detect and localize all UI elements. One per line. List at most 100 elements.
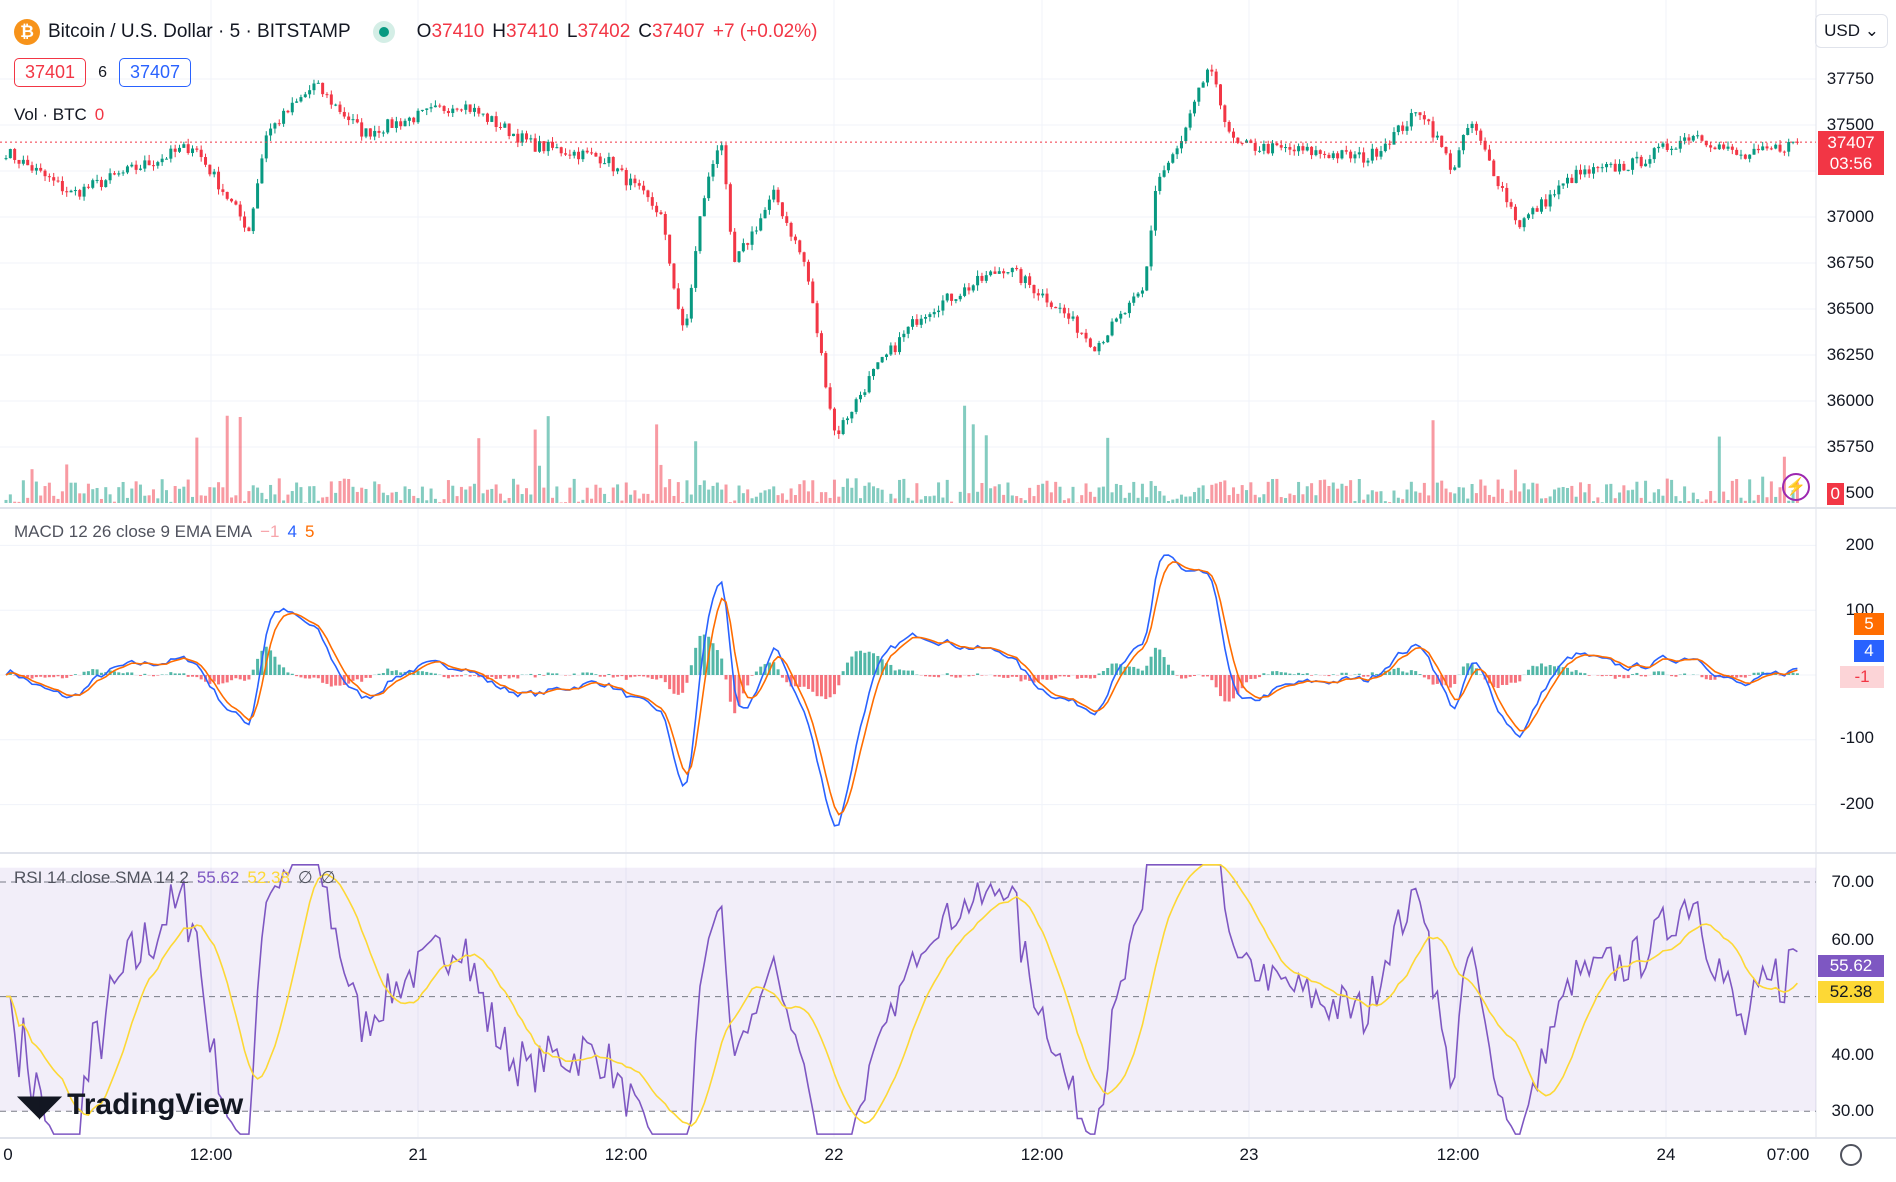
volume-bar [737, 485, 741, 503]
buy-button[interactable]: 37407 [118, 58, 192, 87]
candle [746, 243, 750, 245]
candle [1587, 169, 1591, 174]
volume-bar [134, 481, 138, 503]
macd-histogram-bar [321, 675, 325, 683]
sell-button[interactable]: 37401 [14, 58, 87, 87]
candle [585, 150, 589, 153]
macd-histogram-bar [898, 669, 902, 675]
volume-bar [1466, 498, 1470, 503]
candle [360, 122, 364, 137]
volume-bar [225, 415, 229, 503]
macd-histogram-bar [516, 675, 520, 679]
volume-bar [607, 502, 611, 503]
macd-histogram-bar [1331, 674, 1335, 675]
candle [1075, 316, 1079, 333]
candle [511, 133, 515, 137]
rsi-value-4: ∅ [320, 868, 336, 887]
candle [837, 430, 841, 435]
candle [1418, 112, 1422, 116]
volume-bar [889, 493, 893, 503]
candle [629, 178, 633, 186]
macd-histogram-bar [1539, 663, 1543, 675]
volume-bar [997, 484, 1001, 503]
time-tick: 12:00 [1436, 1145, 1480, 1164]
candle [303, 94, 307, 98]
candle [845, 418, 849, 421]
macd-histogram-bar [1700, 675, 1704, 678]
macd-histogram-bar [1500, 675, 1504, 685]
lightning-icon[interactable]: ⚡ [1782, 473, 1810, 501]
volume-bar [1622, 485, 1626, 503]
volume-bar [30, 469, 34, 503]
candle [798, 240, 802, 253]
volume-legend[interactable]: Vol · BTC [14, 105, 87, 124]
candle [377, 130, 381, 133]
high-label: H [492, 21, 507, 42]
volume-bar [39, 495, 43, 503]
macd-histogram-bar [364, 675, 368, 678]
chevron-down-icon: ⌄ [1864, 21, 1879, 40]
macd-histogram-bar [1683, 673, 1687, 675]
macd-histogram-bar [789, 675, 793, 687]
candle [60, 181, 64, 192]
volume-bar [260, 492, 264, 503]
macd-histogram-bar [659, 675, 663, 679]
candle [1509, 202, 1513, 207]
volume-bar [702, 480, 706, 503]
candle [477, 107, 481, 114]
macd-histogram-bar [355, 675, 359, 680]
macd-histogram-bar [1305, 673, 1309, 675]
volume-bar [1570, 485, 1574, 503]
volume-bar [91, 489, 95, 503]
candle [1696, 135, 1700, 137]
candle [208, 164, 212, 175]
candle [299, 97, 303, 102]
candle [1080, 332, 1084, 334]
candle [902, 333, 906, 338]
rsi-legend[interactable]: RSI 14 close SMA 14 2 [14, 868, 189, 887]
candle [1219, 84, 1222, 106]
macd-histogram-bar [1635, 672, 1639, 675]
candle [1622, 163, 1626, 171]
macd-legend[interactable]: MACD 12 26 close 9 EMA EMA [14, 522, 253, 541]
macd-histogram-bar [1192, 675, 1196, 677]
candle [1522, 218, 1526, 228]
candle [225, 191, 229, 199]
settings-gear-icon[interactable] [1840, 1144, 1862, 1166]
rsi-tick: 70.00 [1831, 872, 1874, 891]
volume-bar [1106, 437, 1110, 503]
macd-histogram-bar [217, 675, 221, 685]
symbol-title[interactable]: Bitcoin / U.S. Dollar · 5 · BITSTAMP [48, 21, 351, 42]
volume-bar [1561, 486, 1565, 503]
candle [1292, 149, 1296, 152]
macd-histogram-bar [1110, 663, 1114, 675]
currency-select[interactable]: USD ⌄ [1815, 14, 1888, 48]
macd-histogram-bar [924, 675, 928, 677]
macd-histogram-bar [1787, 673, 1791, 675]
macd-histogram-bar [1301, 673, 1305, 675]
candle [793, 236, 797, 241]
volume-bar [754, 496, 758, 503]
macd-histogram-bar [533, 675, 537, 678]
volume-bar [533, 429, 537, 503]
candle [889, 345, 893, 355]
candle [1605, 164, 1609, 168]
volume-bar [715, 482, 719, 503]
volume-bar [1396, 497, 1400, 503]
volume-bar [1769, 481, 1773, 503]
candle [130, 164, 134, 167]
candle [1492, 160, 1496, 177]
price-tick: 36500 [1826, 299, 1874, 318]
candle [1761, 146, 1765, 151]
candle [993, 271, 997, 274]
volume-bar [1635, 481, 1639, 503]
macd-histogram-bar [360, 675, 364, 682]
macd-histogram-bar [325, 675, 329, 684]
candle [1058, 307, 1062, 309]
volume-bar [698, 484, 702, 503]
macd-histogram-bar [60, 675, 64, 679]
candle [1275, 143, 1279, 146]
candle [1787, 141, 1791, 152]
macd-histogram-bar [746, 675, 750, 686]
